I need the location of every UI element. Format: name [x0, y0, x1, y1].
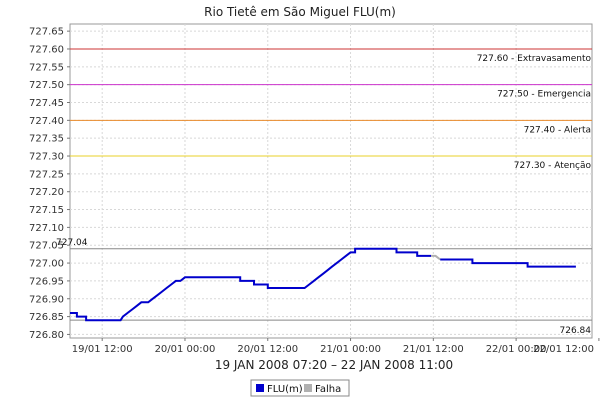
- x-tick-label: 22/01 00:00: [486, 344, 547, 355]
- plot-area: [69, 23, 593, 339]
- y-tick-label: 727.65: [29, 27, 64, 38]
- threshold-label: 727.50 - Emergencia: [497, 90, 591, 100]
- y-tick-label: 727.40: [29, 116, 64, 127]
- y-tick-label: 726.90: [29, 294, 64, 305]
- x-tick-label: 19/01 12:00: [72, 344, 133, 355]
- y-tick-label: 727.45: [29, 98, 64, 109]
- marker-label: 727.04: [56, 238, 88, 248]
- y-tick-label: 727.60: [29, 44, 64, 55]
- threshold-label: 727.30 - Atenção: [514, 161, 592, 171]
- y-tick-label: 727.10: [29, 223, 64, 234]
- chart-title: Rio Tietê em São Miguel FLU(m): [204, 5, 396, 19]
- y-tick-label: 727.20: [29, 187, 64, 198]
- series-line-flu-m-: [70, 247, 431, 322]
- y-tick-label: 727.30: [29, 152, 64, 163]
- threshold-label: 727.40 - Alerta: [524, 125, 591, 135]
- legend-swatch: [304, 384, 312, 392]
- date-range-label: 19 JAN 2008 07:20 – 22 JAN 2008 11:00: [215, 358, 453, 372]
- threshold-label: 727.60 - Extravasamento: [477, 54, 592, 64]
- series-line-flu-m-: [440, 258, 576, 268]
- y-tick-label: 727.00: [29, 259, 64, 270]
- y-tick-label: 727.55: [29, 62, 64, 73]
- y-tick-label: 727.15: [29, 205, 64, 216]
- y-tick-label: 727.50: [29, 80, 64, 91]
- y-tick-label: 726.85: [29, 312, 64, 323]
- series-line-falha: [431, 254, 441, 261]
- marker-label: 726.84: [560, 326, 592, 336]
- legend-label: Falha: [315, 384, 341, 395]
- y-tick-label: 727.25: [29, 169, 64, 180]
- x-tick-label: 22/01 12:00: [533, 344, 594, 355]
- x-tick-label: 20/01 00:00: [155, 344, 216, 355]
- y-tick-label: 726.80: [29, 330, 64, 341]
- y-tick-label: 727.05: [29, 241, 64, 252]
- legend-swatch: [256, 384, 264, 392]
- x-tick-label: 20/01 12:00: [237, 344, 298, 355]
- y-tick-label: 727.35: [29, 134, 64, 145]
- legend-box: [250, 379, 350, 397]
- legend-label: FLU(m): [267, 384, 303, 395]
- x-tick-label: 21/01 00:00: [320, 344, 381, 355]
- y-tick-label: 726.95: [29, 276, 64, 287]
- x-tick-label: 21/01 12:00: [403, 344, 464, 355]
